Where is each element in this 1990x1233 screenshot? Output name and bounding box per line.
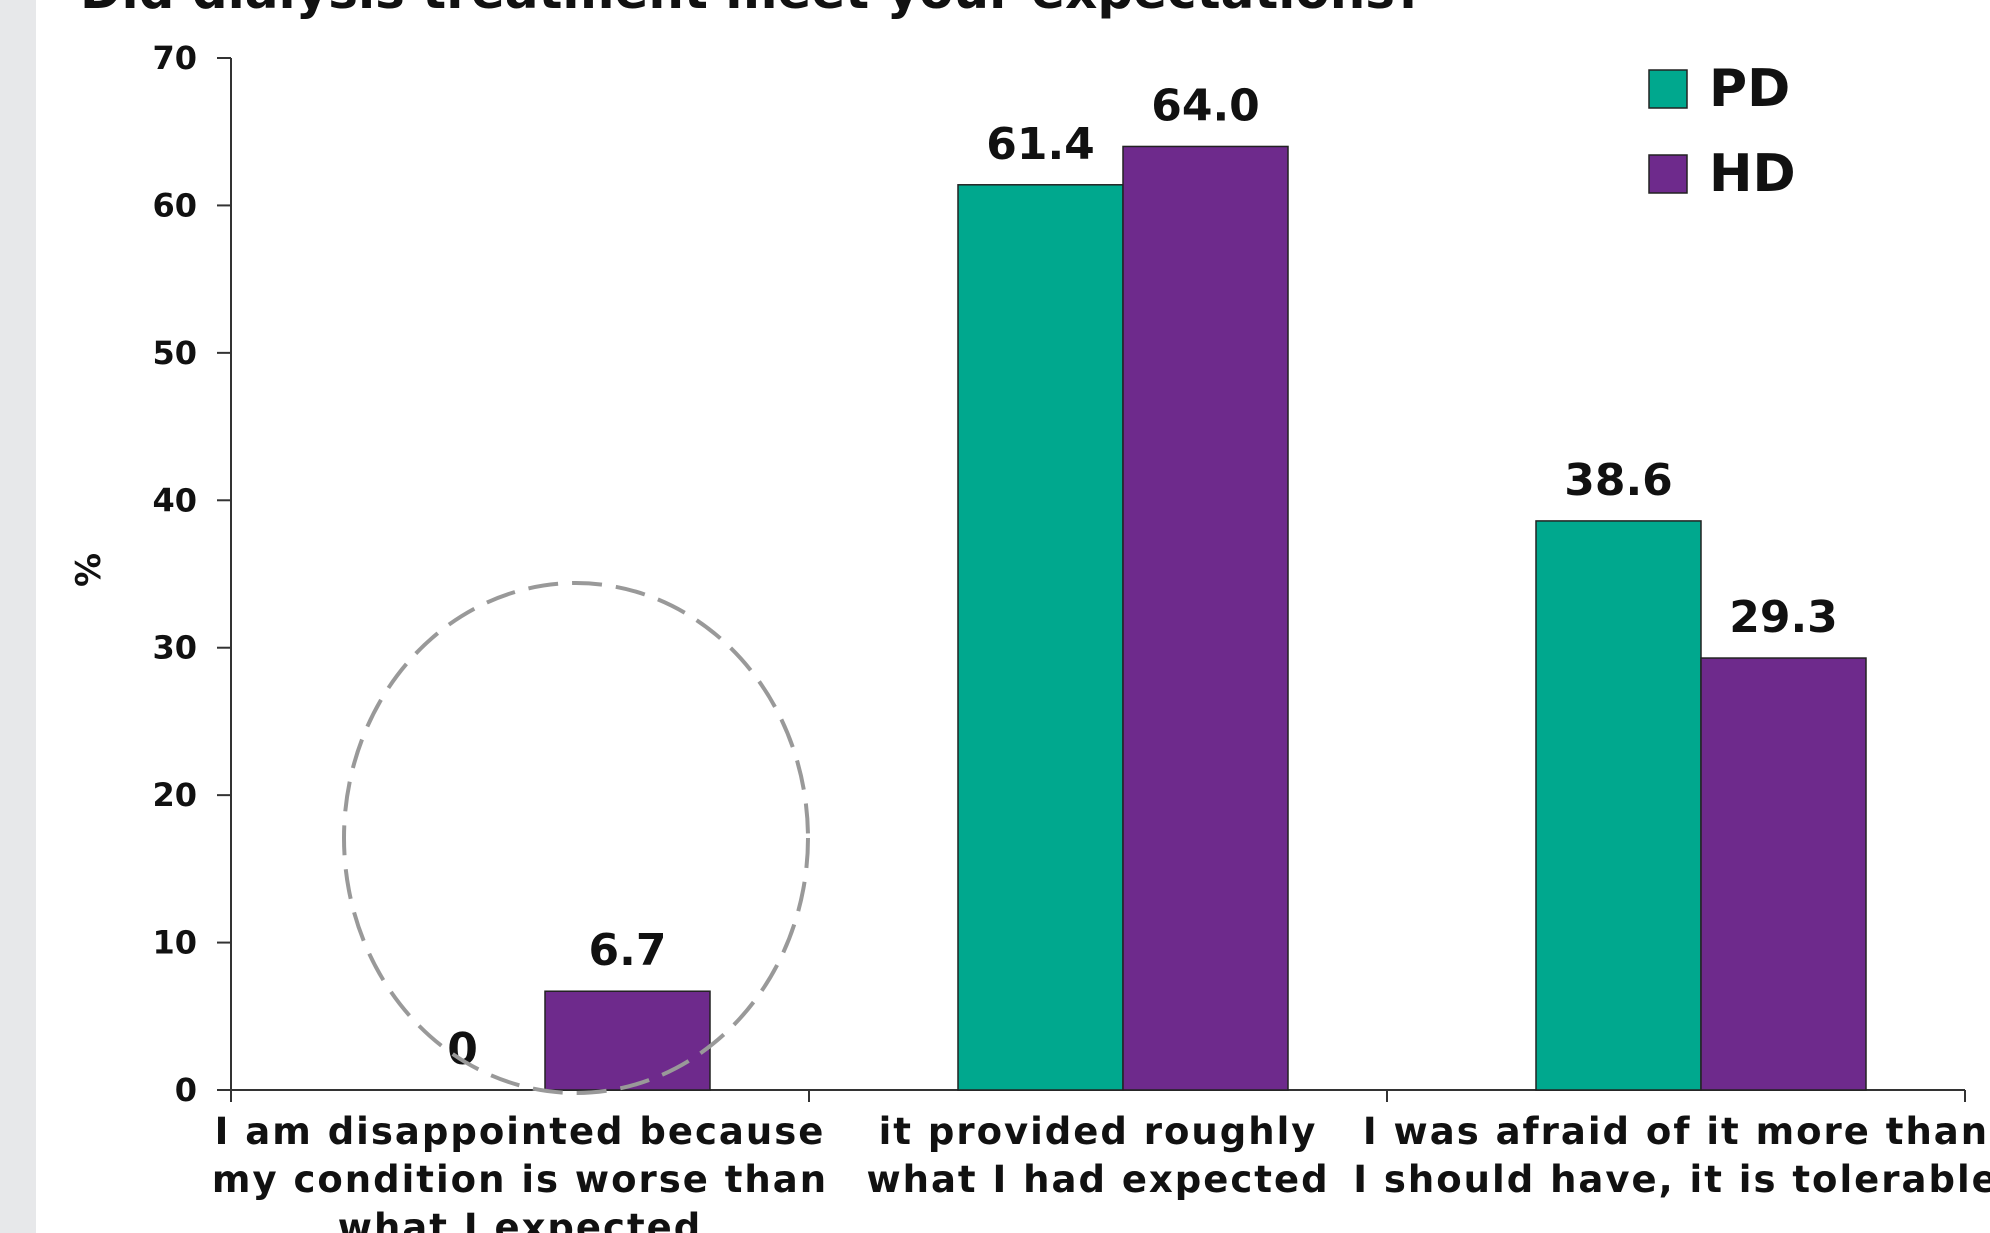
bar-hd bbox=[1122, 145, 1289, 1091]
bar-hd bbox=[1700, 657, 1867, 1091]
y-tick-label: 60 bbox=[152, 186, 197, 224]
category-label: it provided roughly bbox=[879, 1110, 1318, 1153]
legend: PD HD bbox=[1648, 59, 1796, 204]
y-tick-label: 0 bbox=[175, 1071, 197, 1109]
dashed-circle-annotation bbox=[342, 581, 810, 1095]
bar-pd bbox=[957, 184, 1124, 1091]
y-tick-label: 70 bbox=[152, 39, 197, 77]
y-tick-label: 40 bbox=[152, 481, 197, 519]
y-tick-label: 20 bbox=[152, 776, 197, 814]
y-tick-label: 10 bbox=[152, 924, 197, 962]
y-tick-label: 30 bbox=[152, 629, 197, 667]
y-axis: 0 10 20 30 40 50 60 70 bbox=[152, 39, 232, 1109]
legend-swatch-hd bbox=[1648, 154, 1688, 194]
value-label-pd: 61.4 bbox=[986, 119, 1095, 170]
x-axis bbox=[230, 1089, 1966, 1102]
y-tick-label: 50 bbox=[152, 334, 197, 372]
bars bbox=[544, 145, 1867, 1091]
category-label: I am disappointed because bbox=[215, 1110, 826, 1153]
left-margin-strip bbox=[0, 0, 36, 1233]
chart-title: Did dialysis treatment meet your expecta… bbox=[80, 0, 1424, 20]
category-labels: I am disappointed because my condition is… bbox=[212, 1110, 1990, 1233]
value-labels: 06.761.464.038.629.3 bbox=[447, 80, 1838, 1075]
value-label-hd: 29.3 bbox=[1729, 592, 1838, 643]
value-label-hd: 6.7 bbox=[589, 925, 667, 976]
category-label: what I had expected bbox=[866, 1158, 1329, 1201]
y-axis-label: % bbox=[69, 553, 109, 587]
value-label-hd: 64.0 bbox=[1151, 80, 1260, 131]
value-label-pd: 38.6 bbox=[1564, 455, 1673, 506]
bar-hd bbox=[544, 990, 711, 1091]
bar-pd bbox=[1535, 520, 1702, 1091]
annotation-circle bbox=[342, 581, 810, 1095]
category-label: what I expected bbox=[338, 1206, 702, 1233]
category-label: I was afraid of it more than bbox=[1363, 1110, 1989, 1153]
legend-swatch-pd bbox=[1648, 69, 1688, 109]
legend-label-pd: PD bbox=[1709, 59, 1790, 119]
category-label: my condition is worse than bbox=[212, 1158, 828, 1201]
legend-label-hd: HD bbox=[1709, 144, 1796, 204]
category-label: I should have, it is tolerable bbox=[1353, 1158, 1990, 1201]
